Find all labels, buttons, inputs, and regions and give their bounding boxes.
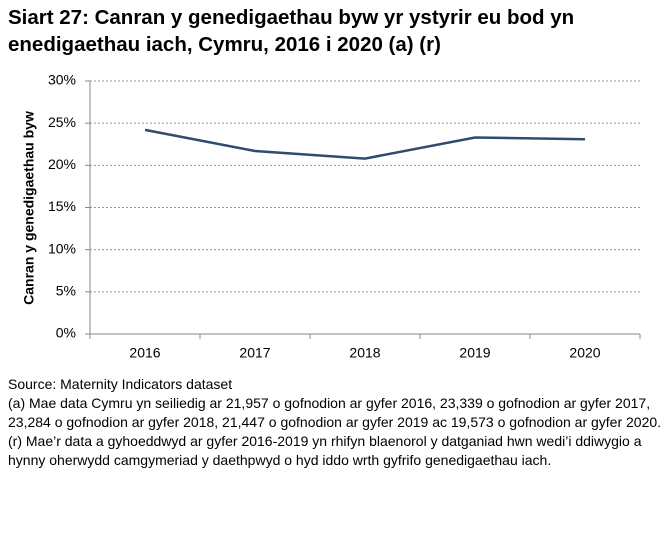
chart-title: Siart 27: Canran y genedigaethau byw yr … [8,6,575,56]
y-tick-label: 10% [48,240,76,256]
x-tick-label: 2019 [459,345,490,361]
x-tick-label: 2017 [239,345,270,361]
y-tick-label: 25% [48,114,76,130]
y-tick-label: 0% [56,325,76,341]
x-tick-label: 2020 [569,345,600,361]
note: (r) Mae’r data a gyhoeddwyd ar gyfer 201… [8,433,642,468]
y-tick-label: 30% [48,72,76,88]
x-tick-label: 2018 [349,345,380,361]
data-line [144,128,586,160]
note: Source: Maternity Indicators dataset [8,376,233,392]
notes: Source: Maternity Indicators dataset (a) … [8,375,666,470]
x-tick-label: 2016 [129,345,160,361]
note: (a) Mae data Cymru yn seiliedig ar 21,95… [8,395,662,430]
y-tick-label: 20% [48,156,76,172]
y-tick-label: 5% [56,283,76,299]
y-tick-label: 15% [48,198,76,214]
y-axis-label: Canran y genedigaethau byw [21,111,37,305]
chart: Canran y genedigaethau byw 0% 5% 10% 15% 20%… [21,72,641,361]
